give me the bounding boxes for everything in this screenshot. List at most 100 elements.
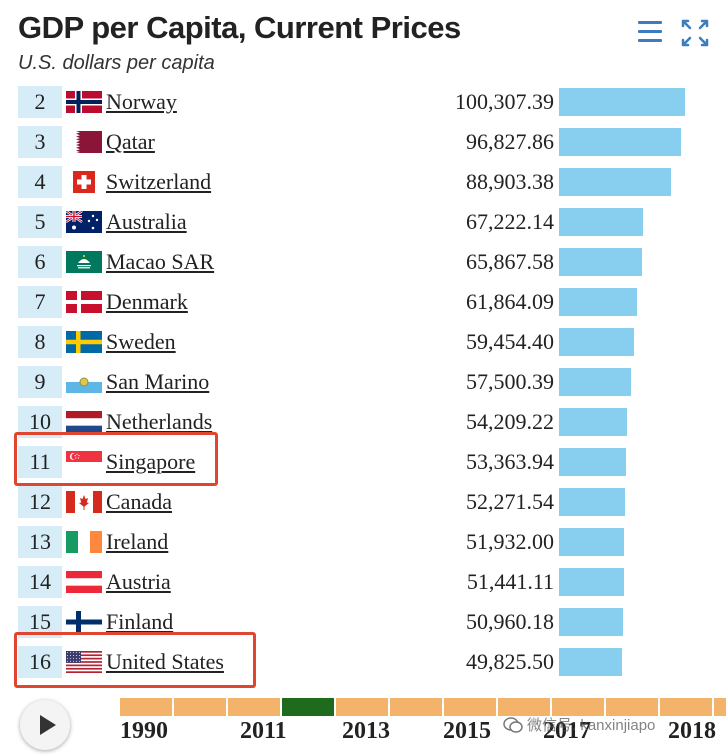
flag-austria-icon	[66, 571, 102, 593]
timeline-segment[interactable]	[552, 698, 604, 716]
table-row: 2 Norway 100,307.39	[0, 82, 726, 122]
value-bar	[559, 128, 681, 156]
timeline-segment[interactable]	[336, 698, 388, 716]
rank-cell: 13	[18, 526, 62, 558]
year-label[interactable]: 2015	[443, 718, 491, 744]
rank-cell: 7	[18, 286, 62, 318]
country-link[interactable]: Ireland	[106, 529, 169, 554]
flag-qatar-icon	[66, 131, 102, 153]
country-link[interactable]: Denmark	[106, 289, 188, 314]
value-bar	[559, 168, 671, 196]
country-link[interactable]: San Marino	[106, 369, 210, 394]
timeline-segment[interactable]	[444, 698, 496, 716]
timeline-segment[interactable]	[606, 698, 658, 716]
value-bar	[559, 88, 685, 116]
flag-ireland-icon	[66, 531, 102, 553]
value-bar	[559, 448, 626, 476]
value-bar	[559, 328, 634, 356]
value-label: 67,222.14	[466, 209, 554, 234]
country-link[interactable]: Netherlands	[106, 409, 213, 434]
value-bar	[559, 528, 624, 556]
timeline-segment[interactable]	[660, 698, 712, 716]
timeline-segment[interactable]	[120, 698, 172, 716]
flag-macao-icon	[66, 251, 102, 273]
rank-cell: 9	[18, 366, 62, 398]
year-label[interactable]: 2011	[240, 718, 287, 744]
value-bar	[559, 568, 624, 596]
rank-cell: 2	[18, 86, 62, 118]
value-bar	[559, 488, 625, 516]
value-bar	[559, 288, 637, 316]
country-link[interactable]: Finland	[106, 609, 174, 634]
value-label: 100,307.39	[455, 89, 554, 114]
value-label: 57,500.39	[466, 369, 554, 394]
country-link[interactable]: Macao SAR	[106, 249, 215, 274]
year-label[interactable]: 1990	[120, 718, 168, 744]
country-link[interactable]: Sweden	[106, 329, 176, 354]
value-bar	[559, 368, 631, 396]
value-label: 59,454.40	[466, 329, 554, 354]
country-link[interactable]: Norway	[106, 89, 177, 114]
ranking-table: 2 Norway 100,307.39 3 Qatar 96,827.86 4 Switzer…	[0, 82, 726, 692]
year-label[interactable]: 2018	[668, 718, 716, 744]
timeline-segment[interactable]	[714, 698, 726, 716]
table-row: 3 Qatar 96,827.86	[0, 122, 726, 162]
value-bar	[559, 248, 642, 276]
country-link[interactable]: United States	[106, 649, 224, 674]
timeline-track[interactable]	[120, 698, 726, 716]
country-link[interactable]: Singapore	[106, 449, 196, 474]
year-label[interactable]: 2013	[342, 718, 390, 744]
flag-finland-icon	[66, 611, 102, 633]
table-row: 6 Macao SAR 65,867.58	[0, 242, 726, 282]
timeline-segment-selected[interactable]	[282, 698, 334, 716]
page-subtitle: U.S. dollars per capita	[18, 52, 215, 74]
table-row: 7 Denmark 61,864.09	[0, 282, 726, 322]
timeline-segment[interactable]	[174, 698, 226, 716]
wechat-logo-icon	[503, 717, 523, 733]
country-link[interactable]: Australia	[106, 209, 187, 234]
play-button[interactable]	[20, 700, 70, 750]
rank-cell: 6	[18, 246, 62, 278]
rank-cell: 12	[18, 486, 62, 518]
hamburger-menu-icon[interactable]	[636, 18, 664, 48]
flag-netherlands-icon	[66, 411, 102, 433]
value-label: 88,903.38	[466, 169, 554, 194]
expand-arrows-icon[interactable]	[680, 18, 710, 48]
timeline-segment[interactable]	[498, 698, 550, 716]
flag-australia-icon	[66, 211, 102, 233]
rank-cell: 11	[18, 446, 62, 478]
country-link[interactable]: Austria	[106, 569, 171, 594]
timeline-segment[interactable]	[390, 698, 442, 716]
flag-singapore-icon	[66, 451, 102, 473]
value-label: 53,363.94	[466, 449, 554, 474]
table-row: 14 Austria 51,441.11	[0, 562, 726, 602]
watermark-text: 微信号: kanxinjiapo	[527, 717, 656, 734]
value-label: 51,932.00	[466, 529, 554, 554]
year-label[interactable]: 2017	[543, 718, 591, 744]
rank-cell: 4	[18, 166, 62, 198]
value-bar	[559, 608, 623, 636]
value-label: 54,209.22	[466, 409, 554, 434]
country-link[interactable]: Qatar	[106, 129, 155, 154]
table-row: 11 Singapore 53,363.94	[0, 442, 726, 482]
country-link[interactable]: Canada	[106, 489, 172, 514]
timeline-segment[interactable]	[228, 698, 280, 716]
rank-cell: 5	[18, 206, 62, 238]
rank-cell: 16	[18, 646, 62, 678]
value-label: 61,864.09	[466, 289, 554, 314]
page-title: GDP per Capita, Current Prices	[18, 10, 461, 45]
table-row: 16 United States 49,825.50	[0, 642, 726, 682]
value-label: 52,271.54	[466, 489, 554, 514]
country-link[interactable]: Switzerland	[106, 169, 212, 194]
table-row: 13 Ireland 51,932.00	[0, 522, 726, 562]
rank-cell: 3	[18, 126, 62, 158]
flag-switzerland-icon	[66, 171, 102, 193]
flag-united-states-icon	[66, 651, 102, 673]
value-label: 65,867.58	[466, 249, 554, 274]
value-label: 51,441.11	[466, 569, 554, 594]
rank-cell: 8	[18, 326, 62, 358]
flag-san-marino-icon	[66, 371, 102, 393]
value-bar	[559, 648, 622, 676]
table-row: 4 Switzerland 88,903.38	[0, 162, 726, 202]
table-row: 5 Australia 67,222.14	[0, 202, 726, 242]
